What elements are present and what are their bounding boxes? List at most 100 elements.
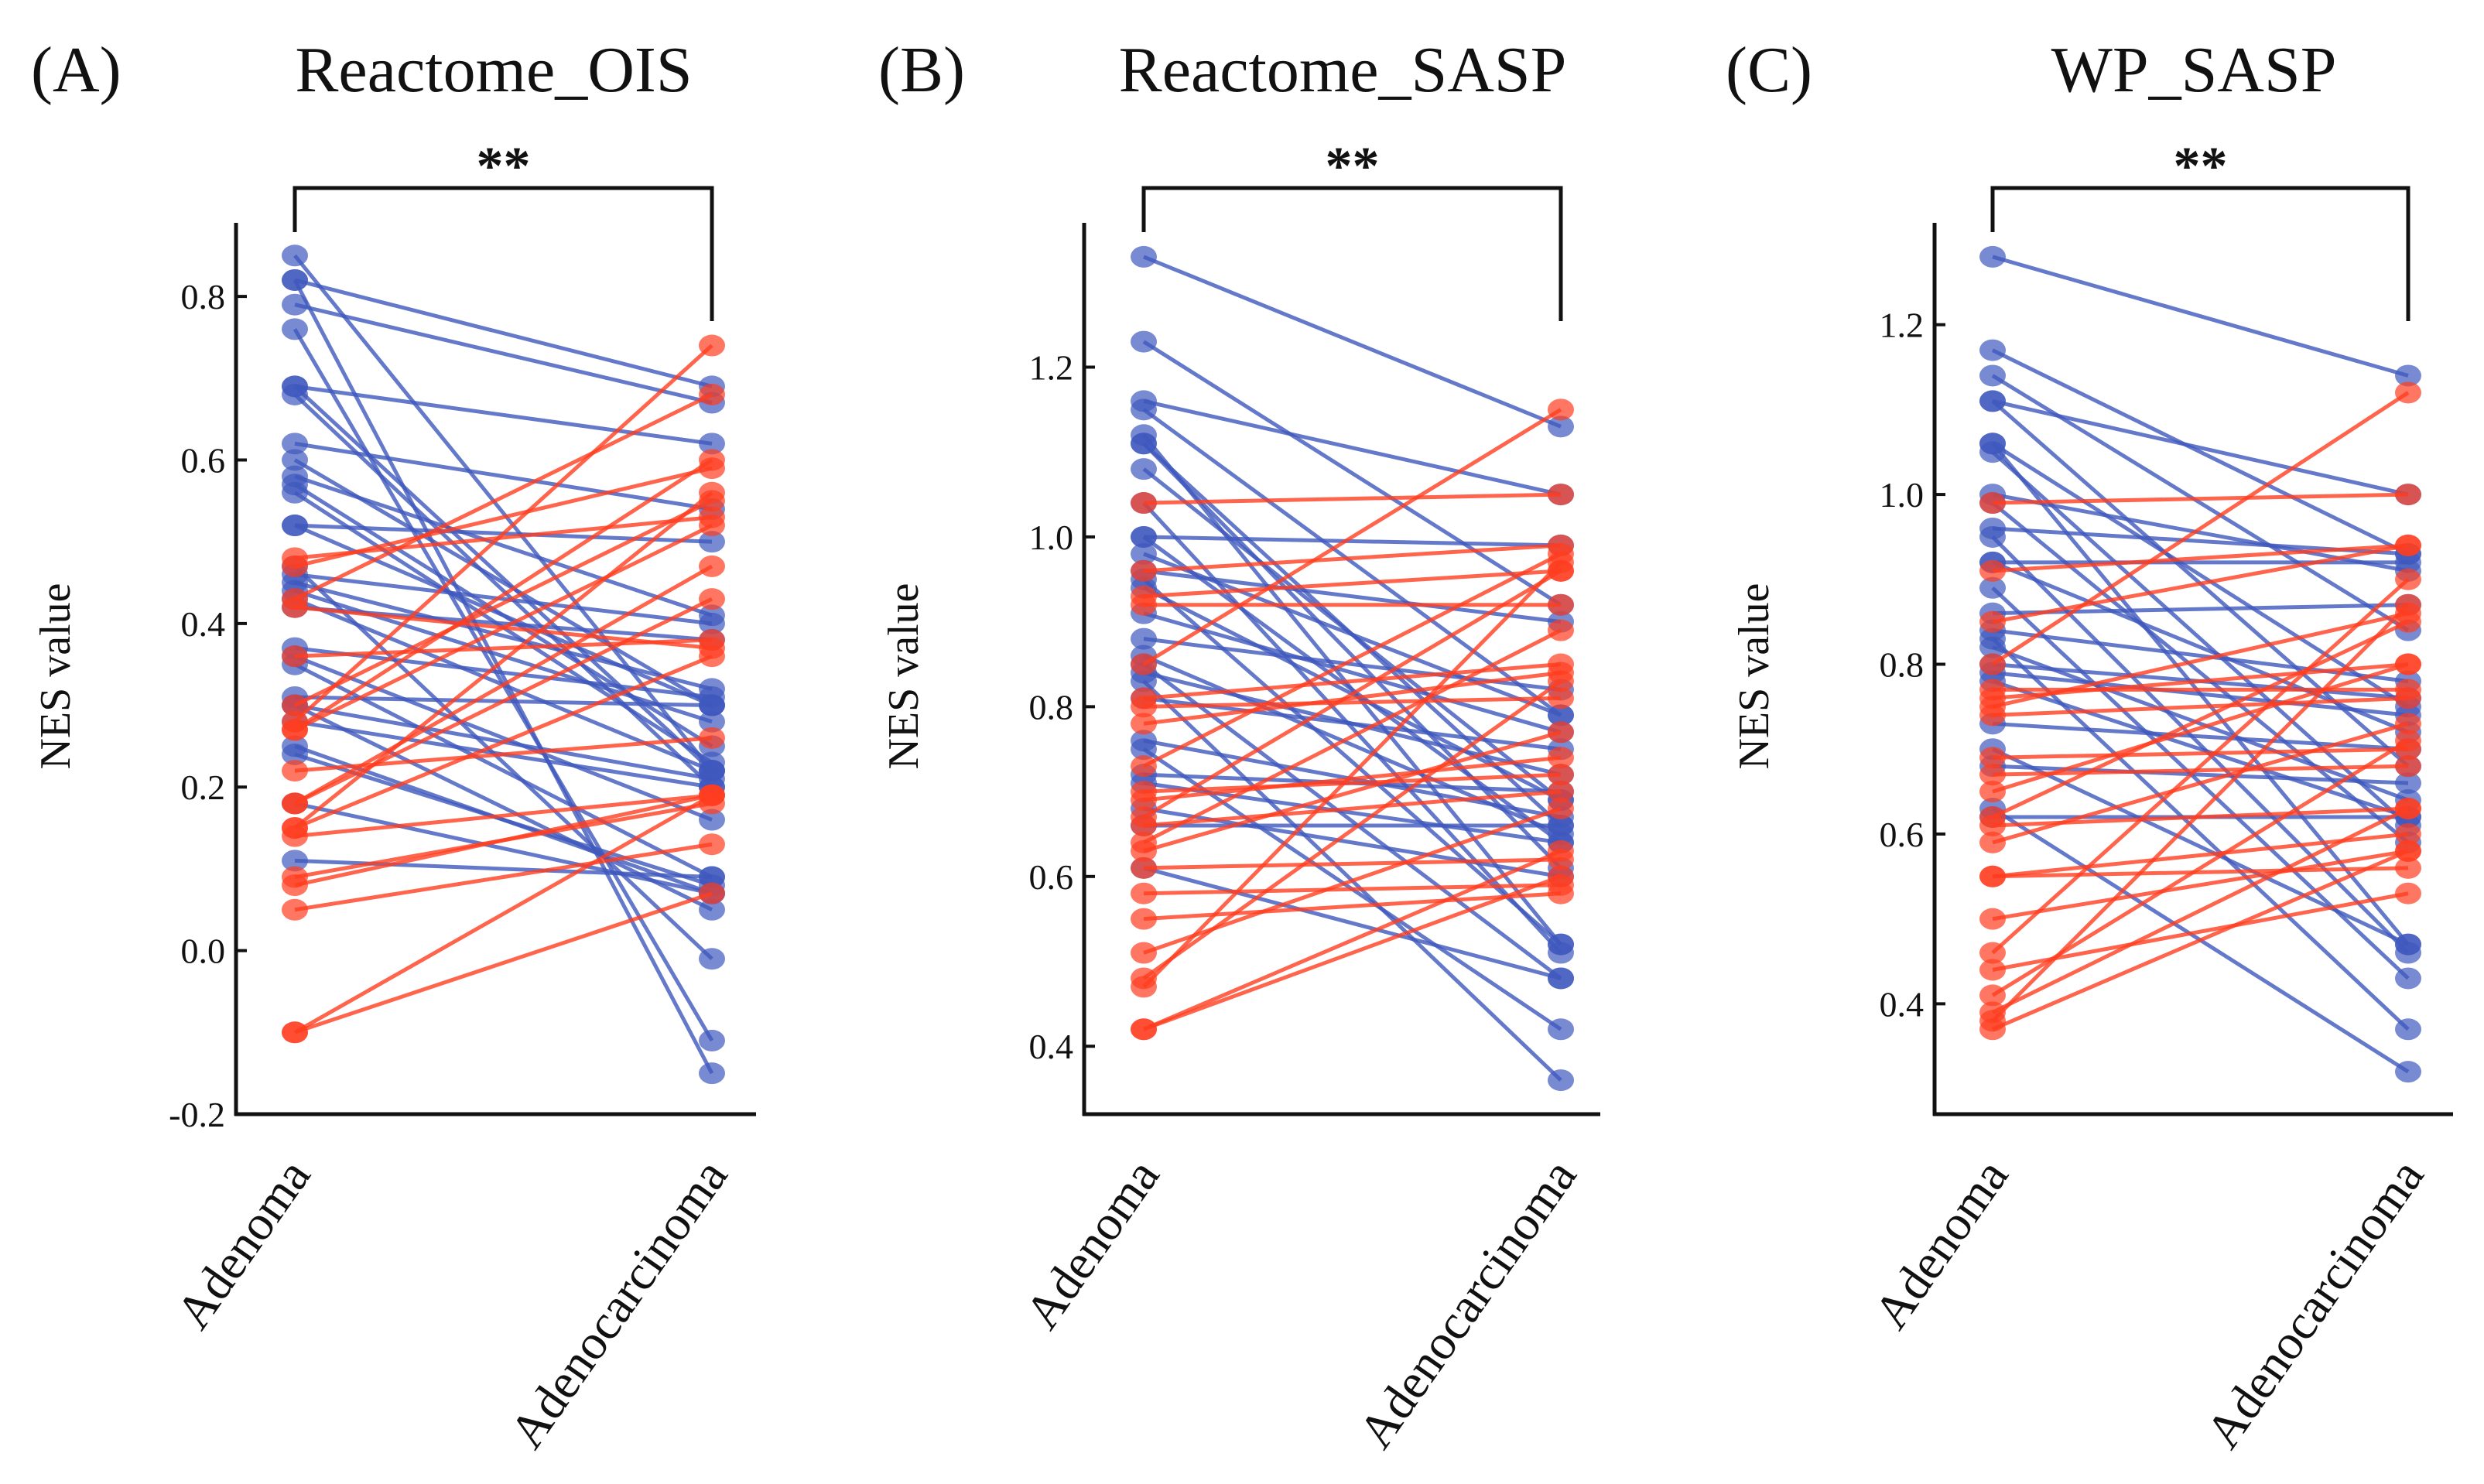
significance-bracket <box>1141 186 1563 321</box>
point-adenoma <box>1131 627 1157 650</box>
pair-line <box>1142 569 1562 819</box>
pair-line <box>1991 637 2410 1031</box>
y-tick-label: 0.6 <box>1880 815 1925 854</box>
pair-line <box>1142 340 1562 607</box>
point-adenocarcinoma <box>699 334 725 357</box>
pair-line <box>294 384 713 446</box>
pair-line <box>294 793 713 887</box>
point-adenoma <box>1979 525 2006 548</box>
pair-line <box>1992 679 2409 819</box>
point-adenoma <box>1131 559 1157 582</box>
pair-line <box>1991 535 2410 955</box>
point-adenocarcinoma <box>699 1062 725 1085</box>
point-adenocarcinoma <box>699 784 725 806</box>
point-adenocarcinoma <box>699 833 725 856</box>
point-adenoma <box>1979 559 2006 582</box>
pair-line <box>293 523 713 732</box>
pair-line <box>1143 535 1562 548</box>
point-adenoma <box>282 383 308 405</box>
pair-line <box>1143 492 1562 505</box>
point-adenocarcinoma <box>2395 933 2421 956</box>
point-adenoma <box>1979 704 2006 727</box>
point-adenoma <box>282 481 308 504</box>
pair-line <box>1142 552 1562 768</box>
point-adenoma <box>1979 339 2006 361</box>
point-adenoma <box>1131 908 1157 930</box>
pair-line <box>294 793 713 839</box>
pair-line <box>294 752 713 887</box>
x-tick-label-adenoma: Adenoma <box>166 1149 321 1339</box>
pair-line <box>1991 348 2410 556</box>
point-adenocarcinoma <box>2395 1061 2421 1083</box>
pair-line <box>294 572 713 626</box>
pair-line <box>293 279 714 1075</box>
point-adenocarcinoma <box>1548 670 1574 692</box>
point-adenocarcinoma <box>699 727 725 749</box>
point-adenocarcinoma <box>699 694 725 716</box>
pair-line <box>1992 543 2409 573</box>
pair-line <box>293 491 713 830</box>
y-tick-label: 0.4 <box>181 604 226 644</box>
pair-line <box>1991 450 2410 827</box>
y-tick-label: 0.4 <box>1029 1027 1074 1066</box>
point-adenocarcinoma <box>699 948 725 970</box>
pair-line <box>1991 442 2410 709</box>
pair-line <box>1142 628 1562 845</box>
point-adenoma <box>1979 984 2006 1007</box>
point-adenocarcinoma <box>1548 551 1574 573</box>
point-adenoma <box>1979 576 2006 599</box>
pair-line <box>1143 696 1562 709</box>
pair-line <box>1991 501 2410 844</box>
pair-line <box>1991 577 2410 955</box>
y-tick-label: 0.2 <box>181 768 226 807</box>
pair-line <box>1143 789 1562 828</box>
point-adenocarcinoma <box>1548 839 1574 862</box>
pair-line <box>1142 577 1562 946</box>
panel-label: (A) <box>31 34 121 106</box>
significance-bracket <box>293 186 714 321</box>
point-adenocarcinoma <box>1548 593 1574 616</box>
point-adenoma <box>1979 653 2006 675</box>
pair-line <box>294 801 713 896</box>
y-tick-label: 0.8 <box>1029 687 1074 727</box>
point-adenoma <box>1131 433 1157 455</box>
pair-line <box>293 597 713 805</box>
panel-label: (C) <box>1726 34 1812 106</box>
point-adenoma <box>282 825 308 847</box>
point-adenoma <box>282 694 308 716</box>
pair-line <box>293 565 713 961</box>
point-adenocarcinoma <box>2395 593 2421 616</box>
point-adenocarcinoma <box>1548 415 1574 438</box>
point-adenoma <box>1131 738 1157 761</box>
y-tick-label: 1.2 <box>1880 306 1925 345</box>
point-adenocarcinoma <box>2395 713 2421 735</box>
point-adenocarcinoma <box>699 882 725 904</box>
panel-wp_sasp: (C) WP_SASP ** 0.4 0.6 0.8 1.0 1.2 NES value Aden… <box>1726 34 2453 1458</box>
point-adenocarcinoma <box>1548 484 1574 506</box>
y-tick-label: 0.6 <box>181 440 226 480</box>
point-adenoma <box>1979 831 2006 853</box>
point-adenoma <box>1131 670 1157 692</box>
pair-line <box>1992 849 2409 1031</box>
pair-line <box>1143 569 1562 624</box>
pair-line <box>1992 721 2409 845</box>
point-adenoma <box>282 850 308 872</box>
point-adenoma <box>282 449 308 471</box>
point-adenoma <box>1979 764 2006 786</box>
point-adenoma <box>282 792 308 815</box>
point-adenocarcinoma <box>699 612 725 634</box>
point-adenocarcinoma <box>699 710 725 733</box>
pair-line <box>294 638 713 658</box>
point-adenocarcinoma <box>1548 967 1574 990</box>
pair-line <box>1991 603 2410 1023</box>
point-adenoma <box>282 760 308 782</box>
series-decreased <box>1979 245 2421 1083</box>
y-axis-label: NES value <box>880 583 928 769</box>
point-adenoma <box>1131 1018 1157 1041</box>
panel-title: WP_SASP <box>2051 34 2337 106</box>
point-adenoma <box>1131 882 1157 904</box>
panel-reactome_ois: (A) Reactome_OIS ** -0.2 0.0 0.2 0.4 0.6 0.8 NES … <box>31 34 756 1458</box>
point-adenocarcinoma <box>699 531 725 553</box>
point-adenoma <box>1131 398 1157 421</box>
pair-line <box>1143 857 1562 870</box>
